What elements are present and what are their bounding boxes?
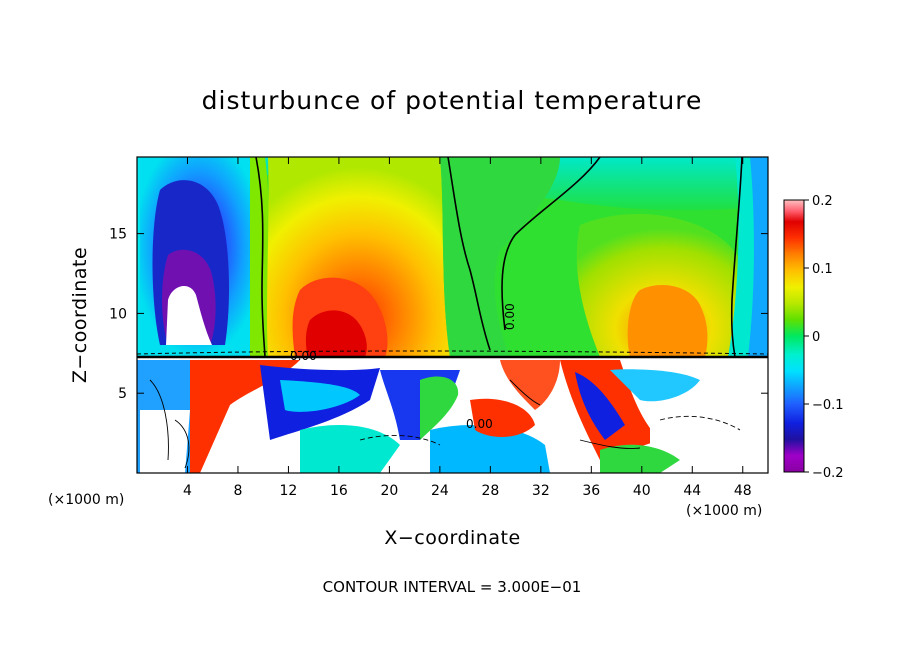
chart-title: disturbunce of potential temperature: [201, 86, 703, 115]
contour-label: 0.00: [503, 303, 517, 330]
x-tick-label: 48: [734, 483, 752, 499]
field-image: [137, 157, 768, 473]
x-tick-label: 44: [683, 483, 701, 499]
x-tick-label: 12: [280, 483, 298, 499]
contour-label: 0.00: [466, 417, 493, 431]
x-tick-label: 36: [582, 483, 600, 499]
colorbar: [783, 199, 805, 473]
plot-frame: [136, 156, 769, 474]
y-tick-label: 5: [118, 386, 127, 402]
x-tick-label: 8: [233, 483, 242, 499]
x-unit-label-left: (×1000 m): [48, 492, 125, 508]
x-tick-label: 4: [183, 483, 192, 499]
contour-interval-note: CONTOUR INTERVAL = 3.000E−01: [322, 578, 582, 596]
x-tick-label: 16: [330, 483, 348, 499]
contour-label: 0.00: [290, 349, 317, 363]
x-tick-label: 20: [380, 483, 398, 499]
x-unit-label-right: (×1000 m): [686, 503, 763, 519]
colorbar-tick-label: 0.2: [812, 194, 833, 209]
contour-labels: 0.00 0.00 0.00: [290, 303, 517, 431]
x-tick-label: 40: [633, 483, 651, 499]
y-tick-label: 10: [109, 306, 127, 322]
colorbar-tick-label: 0.1: [812, 262, 833, 277]
y-axis: 5 10 15: [109, 227, 768, 402]
x-tick-label: 24: [431, 483, 449, 499]
x-tick-label: 28: [481, 483, 499, 499]
colorbar-axis: 0.2 0.1 0 −0.1 −0.2: [804, 194, 844, 481]
colorbar-tick-label: −0.2: [812, 466, 844, 481]
x-tick-label: 32: [532, 483, 550, 499]
x-axis-label: X−coordinate: [384, 527, 521, 549]
y-axis-label: Z−coordinate: [69, 246, 91, 384]
colorbar-tick-label: 0: [812, 330, 820, 345]
colorbar-tick-label: −0.1: [812, 398, 844, 413]
x-axis: 4 8 12 16 20 24 28 32 36 40 44 48: [183, 157, 752, 499]
y-tick-label: 15: [109, 227, 127, 243]
